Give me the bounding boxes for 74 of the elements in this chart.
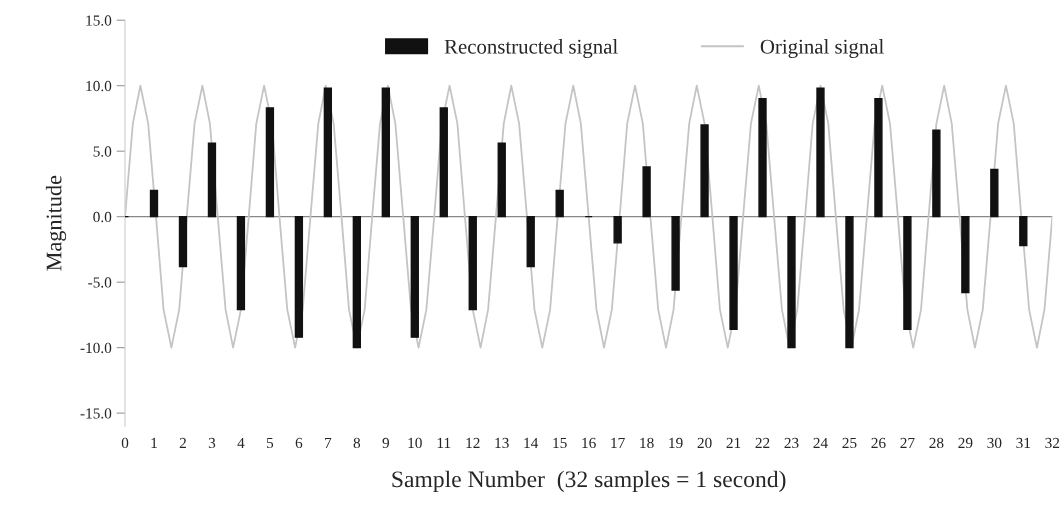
bar [468,215,477,311]
bar [961,215,970,294]
bar [1019,215,1028,247]
bar [758,98,767,218]
x-tick-label: 30 [987,437,1002,449]
bar [990,168,999,218]
x-tick-label: 12 [466,437,480,448]
x-tick-label: 11 [437,437,451,448]
bar [642,166,651,218]
legend-label: Reconstructed signal [444,39,618,59]
x-tick-label: 23 [784,437,799,449]
bar [613,215,622,244]
x-tick-label: 19 [669,437,683,449]
x-tick-label: 32 [1045,437,1060,449]
y-tick-label: -15.0 [80,408,112,419]
x-tick-label: 1 [151,437,157,448]
bar [787,215,796,349]
bar [178,215,188,268]
bar [439,107,448,218]
bar [816,87,825,218]
bar [845,215,854,349]
y-tick-label: -10.0 [80,342,112,354]
x-tick-label: 0 [121,437,129,449]
x-tick-label: 13 [495,437,509,449]
x-tick-label: 29 [958,437,973,449]
y-tick-label: 5.0 [93,146,112,157]
bar [700,124,709,218]
x-tick-label: 6 [295,437,303,449]
y-axis-title: Magnitude [45,175,67,271]
x-tick-label: 28 [929,437,944,449]
bar [671,215,680,291]
x-tick-label: 9 [382,437,390,449]
bar [410,215,419,338]
bar [729,215,738,330]
bar [149,189,159,218]
x-tick-label: 17 [611,437,625,448]
x-tick-label: 5 [266,437,274,449]
x-tick-label: 31 [1016,437,1031,449]
x-tick-label: 20 [697,437,712,449]
x-tick-label: 22 [755,437,770,448]
y-tick-label: 0.0 [93,211,112,223]
x-tick-label: 10 [408,437,422,449]
bar [555,189,564,218]
x-tick-label: 15 [553,437,567,449]
bar [323,87,333,218]
x-tick-label: 16 [582,437,596,449]
bar [903,215,912,330]
x-tick-label: 2 [179,437,186,448]
x-tick-label: 8 [353,437,361,449]
bar [207,142,217,218]
bar [497,142,506,218]
bar [526,215,535,268]
bar [352,215,362,349]
y-tick-label: -5.0 [88,277,112,288]
x-tick-label: 24 [813,437,828,448]
x-tick-label: 26 [871,437,886,449]
x-axis-title: Sample Number (32 samples = 1 second) [392,470,786,493]
bar [236,215,246,311]
x-tick-label: 25 [842,437,857,449]
legend-label: Original signal [760,39,884,59]
bar [874,98,883,218]
x-tick-label: 4 [237,437,245,448]
x-tick-label: 21 [726,437,741,448]
x-tick-label: 27 [900,437,915,448]
x-tick-label: 18 [640,437,654,449]
y-tick-label: 10.0 [86,80,112,92]
bar [932,129,941,218]
bar [265,107,275,218]
x-tick-label: 7 [325,437,332,448]
y-tick-label: 15.0 [86,15,112,26]
x-tick-label: 14 [524,437,539,448]
bar [294,215,304,338]
bar [381,87,390,218]
x-tick-label: 3 [208,437,216,449]
